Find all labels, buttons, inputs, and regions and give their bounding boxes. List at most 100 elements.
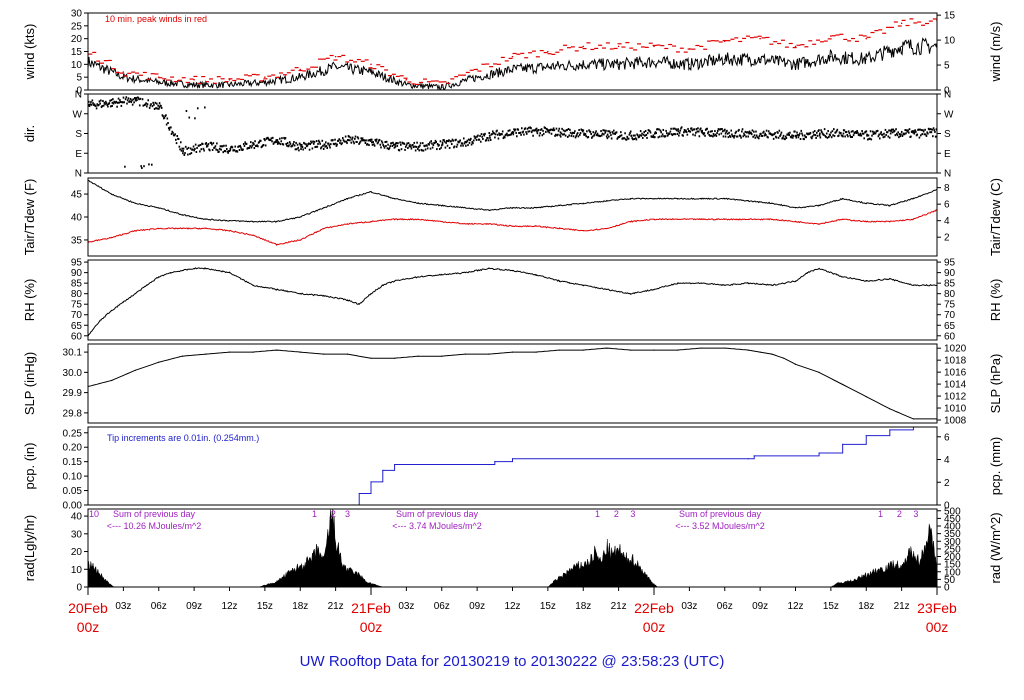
y-tick-label: 20	[71, 34, 83, 45]
dir-point	[487, 137, 489, 140]
series-point	[653, 218, 655, 220]
dir-point	[934, 130, 936, 133]
dir-point	[211, 143, 213, 146]
dir-point	[341, 142, 343, 145]
dir-point	[626, 135, 629, 138]
dir-point	[849, 136, 852, 139]
dir-point	[669, 130, 672, 133]
dir-point	[832, 134, 834, 137]
y-tick-label-right: 2	[944, 478, 950, 489]
dir-point	[685, 131, 688, 134]
dir-point	[600, 134, 603, 137]
dir-point	[549, 128, 552, 131]
dir-point	[98, 100, 101, 103]
dir-point	[163, 116, 166, 119]
dir-point	[554, 134, 556, 137]
dir-point	[852, 134, 855, 137]
dir-point	[124, 98, 127, 101]
panel-temp: 35 40 45 2 4 6 8 Tair/Tdew (F) Tair/Tdew (C)	[22, 177, 1003, 257]
dir-point	[178, 145, 181, 148]
dir-point	[487, 139, 490, 142]
dir-point	[264, 139, 266, 142]
dir-point	[886, 131, 889, 134]
dir-point	[751, 129, 754, 132]
dir-point	[322, 147, 325, 150]
dir-point	[182, 147, 185, 150]
series-rad-area	[88, 509, 937, 587]
dir-point	[478, 138, 481, 141]
dir-point	[436, 142, 439, 145]
series-point	[724, 218, 726, 220]
dir-point	[645, 133, 648, 136]
dir-point	[149, 104, 152, 107]
dir-point	[473, 135, 476, 138]
dir-point	[139, 97, 142, 100]
dir-point	[633, 138, 636, 141]
series-dir	[88, 96, 937, 170]
series-tair	[88, 180, 937, 223]
dir-point	[496, 129, 498, 132]
series-point	[700, 218, 702, 220]
dir-point	[523, 133, 525, 136]
dir-point	[692, 133, 694, 136]
x-tick-label: 06z	[717, 601, 733, 612]
series-point	[134, 230, 136, 232]
dir-point	[155, 107, 157, 110]
dir-point	[136, 99, 138, 102]
x-tick-label: 18z	[858, 601, 874, 612]
series-point	[228, 230, 231, 232]
dir-point	[342, 139, 345, 142]
dir-point	[555, 127, 558, 130]
series-wind	[88, 37, 937, 90]
dir-point	[620, 134, 623, 137]
dir-point	[915, 130, 917, 133]
dir-key-point	[371, 141, 373, 144]
dir-key-point	[88, 103, 90, 106]
dir-point	[675, 128, 677, 131]
dir-point	[733, 136, 735, 139]
x-tick-label: 06z	[434, 601, 450, 612]
series-point	[724, 198, 726, 200]
pcp-point	[393, 463, 396, 466]
dir-point	[659, 129, 662, 132]
dir-point	[616, 137, 619, 140]
dir-point	[441, 141, 444, 144]
dir-point	[591, 136, 593, 139]
dir-point	[364, 142, 367, 145]
dir-point	[826, 136, 829, 139]
y-tick-label: 10	[71, 565, 83, 576]
dir-point	[765, 134, 767, 137]
dir-key-point	[583, 132, 585, 135]
peak-wind-point	[370, 63, 372, 66]
dir-point	[321, 139, 324, 142]
dir-point	[562, 133, 564, 136]
day-label-time: 00z	[643, 619, 666, 635]
dir-point	[589, 130, 592, 133]
dir-point	[925, 134, 928, 137]
series-point	[771, 218, 773, 220]
dir-point	[380, 140, 383, 143]
dir-point	[170, 126, 172, 129]
dir-point	[884, 128, 887, 131]
y-tick-label-right: 50	[944, 575, 956, 586]
y-tick-label-right: 450	[944, 514, 961, 525]
dir-point	[144, 103, 147, 106]
dir-point	[579, 133, 581, 136]
dir-point	[704, 134, 706, 137]
dir-point	[820, 130, 823, 133]
y-tick-label-right: N	[944, 90, 951, 101]
dir-point	[818, 134, 821, 137]
dir-point	[147, 99, 150, 102]
dir-point	[129, 100, 131, 103]
dir-point	[574, 136, 577, 139]
series-point	[276, 220, 278, 223]
dir-point	[325, 145, 328, 148]
dir-point	[358, 142, 360, 145]
dir-key-point	[512, 131, 515, 134]
series-point	[559, 280, 561, 282]
dir-point	[734, 131, 737, 134]
dir-point	[426, 147, 429, 150]
dir-point	[386, 147, 389, 150]
series-point	[535, 225, 537, 227]
rad-annotation: Sum of previous day	[396, 509, 479, 519]
